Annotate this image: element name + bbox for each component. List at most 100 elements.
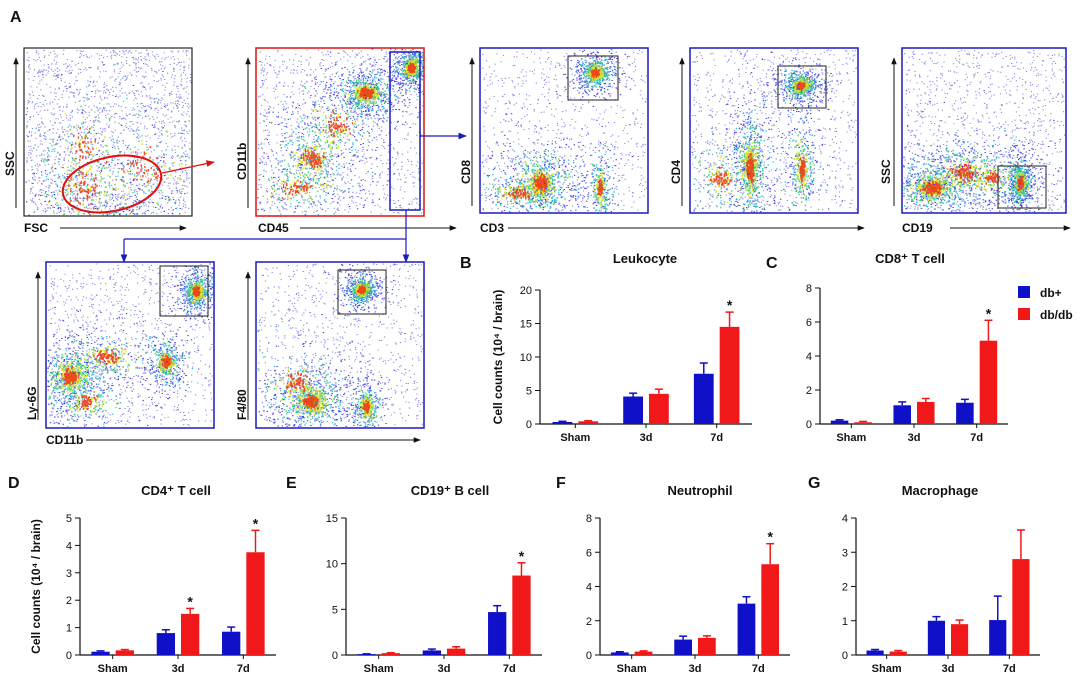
flow-dots-density <box>281 179 313 200</box>
x-tick-label: 7d <box>1003 663 1016 675</box>
x-axis-label: CD45 <box>258 221 289 235</box>
x-tick-label: 3d <box>908 432 921 444</box>
bar-chart-macrophage: Macrophage 0 1 2 3 4 Sham 3d 7d <box>842 483 1040 675</box>
y-tick-label: 20 <box>520 285 532 297</box>
chart-title: Neutrophil <box>668 483 733 498</box>
y-tick-label: 0 <box>332 650 338 662</box>
flow-dots-density <box>357 86 375 100</box>
chart-title: Macrophage <box>902 483 979 498</box>
chart-title: CD8⁺ T cell <box>875 251 945 266</box>
y-tick-label: 3 <box>842 547 848 559</box>
flow-plot-frame <box>255 47 425 217</box>
y-tick-label: 0 <box>842 650 848 662</box>
gate-box <box>567 55 619 101</box>
y-axis-label: CD11b <box>235 143 249 180</box>
significance-star: * <box>986 305 992 321</box>
flow-plot-ssc-fsc: SSC FSC <box>3 47 193 235</box>
flow-plot-ssc-cd19: SSC CD19 <box>879 47 1071 235</box>
x-axis-label: CD19 <box>902 221 933 235</box>
flow-dots-density <box>746 153 757 183</box>
panel-letter-c: C <box>766 255 778 272</box>
flow-dots-density <box>286 371 311 393</box>
bar-db-plus <box>927 620 945 655</box>
flow-dots-density <box>106 199 178 215</box>
flow-plot-frame <box>23 47 193 217</box>
bar-db-plus <box>956 402 974 424</box>
x-tick-label: 3d <box>689 663 702 675</box>
y-axis-label: F4/80 <box>235 389 249 420</box>
y-tick-label: 1 <box>66 623 72 635</box>
y-axis-label: SSC <box>3 151 17 176</box>
bar-db-db <box>917 401 935 424</box>
flow-dots-density <box>93 348 120 366</box>
y-tick-label: 0 <box>526 419 532 431</box>
bar-db-plus <box>552 421 573 424</box>
y-tick-label: 2 <box>842 582 848 594</box>
panel-letter-f: F <box>556 475 566 492</box>
flow-dots-density <box>25 70 186 215</box>
x-axis-label: CD11b <box>46 433 83 447</box>
flow-dots-density <box>322 111 354 144</box>
x-axis-label: CD3 <box>480 221 504 235</box>
y-tick-label: 15 <box>326 513 338 525</box>
y-tick-label: 8 <box>806 283 812 295</box>
flow-dots-density <box>257 322 348 413</box>
bar-chart-cd4-t-cell: CD4⁺ T cell 0 1 2 3 4 5 Cell counts (10⁴ / brai… <box>29 483 276 675</box>
flow-dots-density <box>260 58 389 190</box>
flow-dots-density <box>161 354 172 369</box>
bar-db-plus <box>156 633 175 655</box>
y-axis-label: CD8 <box>459 160 473 184</box>
flow-plot-frame <box>689 47 859 214</box>
bar-chart-neutrophil: Neutrophil 0 2 4 6 8 Sham 3d 7d * <box>586 483 790 675</box>
x-tick-label: 3d <box>640 432 653 444</box>
flow-dots-density <box>52 323 179 398</box>
y-tick-label: 3 <box>66 568 72 580</box>
x-tick-label: 7d <box>237 663 250 675</box>
x-tick-label: Sham <box>872 663 902 675</box>
bar-db-db <box>1012 559 1030 655</box>
flow-plot-cd4: CD4 <box>669 47 859 214</box>
flow-dots-density <box>799 157 806 186</box>
panel-letter-d: D <box>8 475 20 492</box>
gate-arrow-red <box>161 160 215 174</box>
x-tick-label: 7d <box>503 663 516 675</box>
y-tick-label: 1 <box>842 616 848 628</box>
gate-box <box>777 65 827 109</box>
bar-db-plus <box>91 651 110 655</box>
flow-dots-density <box>979 171 1002 186</box>
y-tick-label: 4 <box>806 351 812 363</box>
flow-scatter-dots <box>691 49 857 213</box>
significance-star: * <box>253 515 259 531</box>
bar-db-db <box>115 650 134 655</box>
y-axis-label: Ly-6G <box>25 386 39 420</box>
flow-scatter-dots <box>47 263 215 428</box>
x-tick-label: Sham <box>836 432 866 444</box>
bar-db-plus <box>357 654 376 655</box>
bar-db-plus <box>989 620 1007 655</box>
flow-dots-density <box>257 80 383 212</box>
x-tick-label: 3d <box>438 663 451 675</box>
bar-db-db <box>181 613 200 655</box>
bar-db-db <box>246 552 265 655</box>
flow-dots-density <box>61 366 80 386</box>
gate-box <box>337 269 387 315</box>
flow-dots-density <box>691 103 802 213</box>
bar-db-db <box>854 422 872 424</box>
y-axis-title: Cell counts (10⁴ / brain) <box>491 290 505 425</box>
flow-scatter-dots <box>257 263 424 428</box>
significance-star: * <box>727 297 733 313</box>
gate-box <box>159 265 209 317</box>
chart-title: CD19⁺ B cell <box>411 483 489 498</box>
flow-plot-cd8-cd3: CD8 CD3 <box>459 47 865 235</box>
flow-plot-f480: F4/80 <box>235 261 425 429</box>
x-tick-label: 7d <box>970 432 983 444</box>
y-tick-label: 10 <box>326 559 338 571</box>
chart-title: CD4⁺ T cell <box>141 483 211 498</box>
bar-db-db <box>698 637 716 655</box>
flow-scatter-dots <box>903 49 1066 213</box>
bar-db-db <box>447 648 466 655</box>
flow-plot-ly6g-cd11b: Ly-6G CD11b <box>25 261 421 447</box>
bar-db-db <box>951 624 969 655</box>
y-axis-label: SSC <box>879 159 893 184</box>
